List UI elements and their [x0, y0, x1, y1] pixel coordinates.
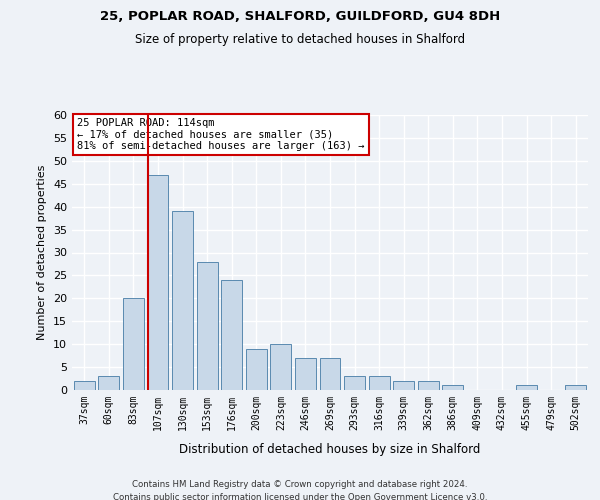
- Bar: [418, 381, 439, 390]
- Y-axis label: Number of detached properties: Number of detached properties: [37, 165, 47, 340]
- Bar: [98, 376, 119, 390]
- Bar: [74, 381, 95, 390]
- Bar: [516, 386, 537, 390]
- Bar: [221, 280, 242, 390]
- Bar: [172, 211, 193, 390]
- Bar: [271, 344, 292, 390]
- Bar: [123, 298, 144, 390]
- Bar: [442, 386, 463, 390]
- Bar: [393, 381, 414, 390]
- Bar: [565, 386, 586, 390]
- Text: 25 POPLAR ROAD: 114sqm
← 17% of detached houses are smaller (35)
81% of semi-det: 25 POPLAR ROAD: 114sqm ← 17% of detached…: [77, 118, 365, 151]
- Bar: [368, 376, 389, 390]
- Bar: [344, 376, 365, 390]
- Bar: [246, 349, 267, 390]
- Text: Distribution of detached houses by size in Shalford: Distribution of detached houses by size …: [179, 442, 481, 456]
- Bar: [197, 262, 218, 390]
- Text: Size of property relative to detached houses in Shalford: Size of property relative to detached ho…: [135, 32, 465, 46]
- Bar: [148, 174, 169, 390]
- Text: 25, POPLAR ROAD, SHALFORD, GUILDFORD, GU4 8DH: 25, POPLAR ROAD, SHALFORD, GUILDFORD, GU…: [100, 10, 500, 23]
- Bar: [320, 358, 340, 390]
- Bar: [295, 358, 316, 390]
- Text: Contains HM Land Registry data © Crown copyright and database right 2024.
Contai: Contains HM Land Registry data © Crown c…: [113, 480, 487, 500]
